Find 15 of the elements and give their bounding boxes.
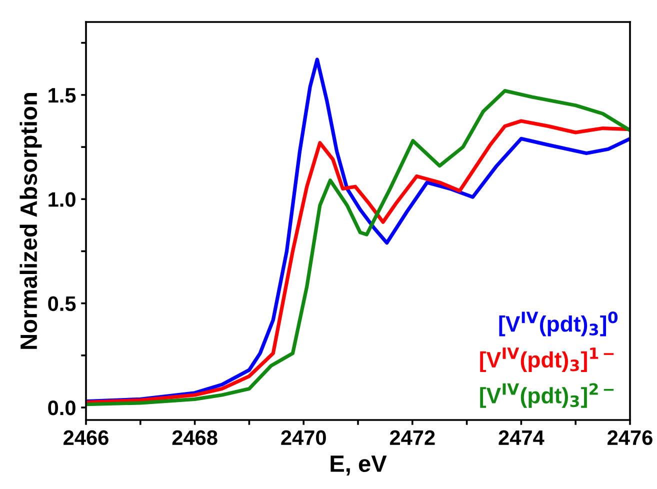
text: [V$^{IV}$(pdt)$_{3}$]$^{1−}$ [480,348,614,372]
y-tick-label: 0.5 [48,296,76,312]
y-axis-title: Normalized Absorption [20,93,42,349]
x-tick-label: 2476 [608,430,652,446]
x-tick-label: 2468 [172,430,218,446]
x-axis-title: E, eV [330,456,387,476]
x-tick-label: 2470 [281,430,326,446]
x-tick-label: 2472 [390,430,435,445]
y-tick-label: 1.0 [48,192,76,207]
text: [V$^{IV}$(pdt)$_{3}$]$^{0}$ [499,312,618,336]
y-tick-label: 1.5 [48,88,76,103]
y-tick-label: 0.0 [48,400,76,416]
x-tick-label: 2474 [498,430,544,445]
x-tick-label: 2466 [64,430,108,446]
text: [V$^{IV}$(pdt)$_{3}$]$^{2−}$ [480,383,614,408]
